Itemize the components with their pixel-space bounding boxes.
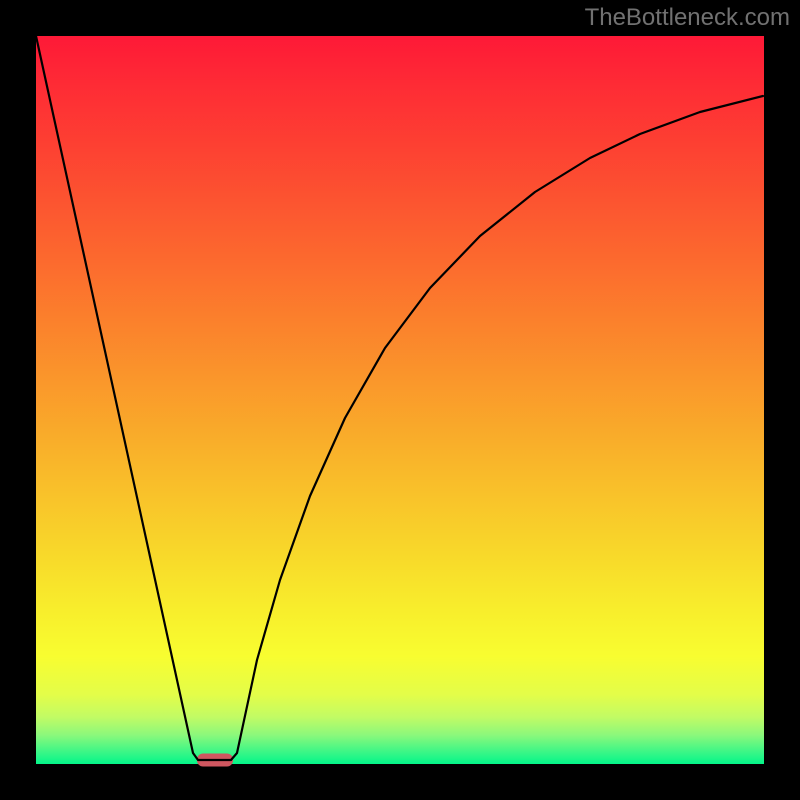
chart-container: TheBottleneck.com (0, 0, 800, 800)
attribution-label: TheBottleneck.com (585, 4, 790, 31)
chart-svg: TheBottleneck.com (0, 0, 800, 800)
plot-background (36, 36, 764, 764)
